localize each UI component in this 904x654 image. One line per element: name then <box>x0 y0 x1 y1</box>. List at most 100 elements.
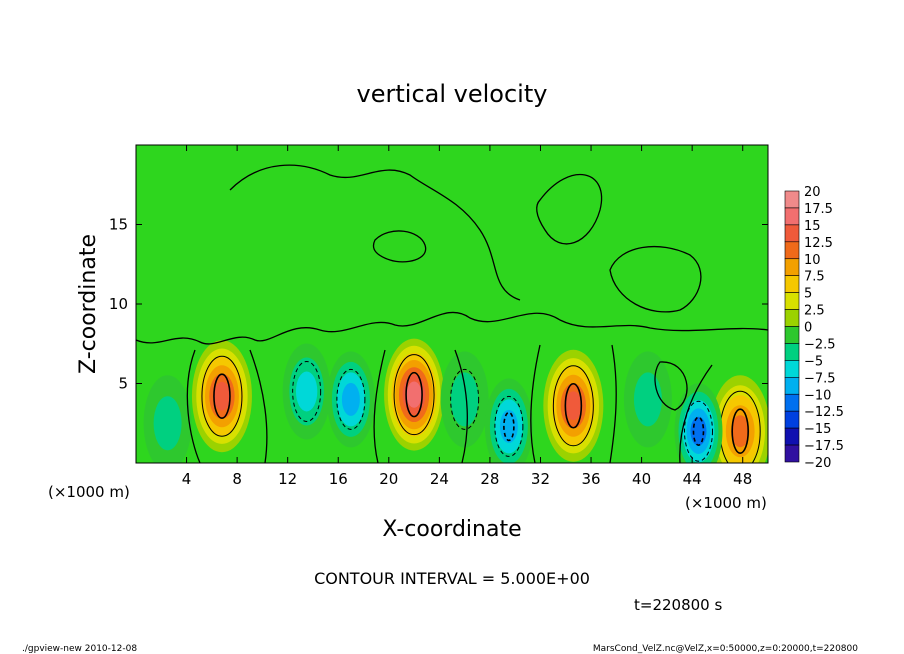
field-feature <box>484 378 533 463</box>
colorbar-label: 5 <box>804 287 812 302</box>
colorbar-swatch <box>784 207 800 226</box>
contour-zero-line <box>186 349 201 463</box>
x-unit-label: (×1000 m) <box>685 494 767 512</box>
contour-zero-line <box>609 344 617 463</box>
field-feature <box>710 375 768 463</box>
contour-zero-line <box>609 245 702 313</box>
field-level <box>295 371 318 412</box>
field-level <box>450 372 479 427</box>
colorbar-label: −5 <box>804 354 823 369</box>
contour-line <box>450 368 480 430</box>
plot-area <box>136 145 768 463</box>
colorbar-swatch <box>784 343 800 361</box>
contour-zero-line <box>373 349 386 463</box>
contour-line <box>201 355 243 437</box>
field-level <box>213 381 231 411</box>
contour-zero-line <box>654 361 688 411</box>
contour-interval-label: CONTOUR INTERVAL = 5.000E+00 <box>314 569 590 588</box>
colorbar-swatch <box>784 444 800 463</box>
x-tick-label: 24 <box>430 470 449 488</box>
colorbar-swatch <box>784 292 800 310</box>
contour-line <box>692 416 705 447</box>
y-unit-label: (×1000 m) <box>48 483 130 501</box>
field-level <box>153 396 182 451</box>
contour-line <box>393 354 435 436</box>
field-level <box>730 415 750 448</box>
field-feature <box>143 375 192 463</box>
x-tick-label: 36 <box>581 470 600 488</box>
field-level <box>633 372 662 427</box>
colorbar-swatch <box>784 393 800 412</box>
field-feature <box>623 351 672 448</box>
field-level <box>341 382 360 416</box>
contour-line <box>503 411 515 442</box>
y-axis: 5 10 15 <box>109 216 768 393</box>
colorbar-swatch <box>784 326 800 344</box>
colorbar-swatch <box>784 377 800 395</box>
colorbar-label: 7.5 <box>804 270 825 285</box>
contour-zero-line <box>372 230 427 263</box>
colorbar-label: −10 <box>804 388 831 403</box>
field-level <box>499 409 518 443</box>
x-tick-label: 48 <box>733 470 752 488</box>
contour-line <box>405 371 423 418</box>
contour-zero-line <box>229 164 521 301</box>
y-tick-label: 10 <box>109 295 128 313</box>
x-tick-label: 28 <box>480 470 499 488</box>
colorbar-label: −15 <box>804 422 831 437</box>
contour-zero-line <box>679 364 713 463</box>
y-tick-label: 5 <box>118 375 128 393</box>
x-tick-label: 40 <box>632 470 651 488</box>
colorbar-label: −20 <box>804 456 831 471</box>
contour-line <box>731 408 749 455</box>
contour-zero-line <box>454 349 468 463</box>
contour-zero-line <box>530 344 541 463</box>
colorbar-label: −12.5 <box>804 405 844 420</box>
x-tick-label: 4 <box>182 470 192 488</box>
contour-line <box>564 382 583 429</box>
colorbar-label: −2.5 <box>804 337 836 352</box>
field-feature <box>384 338 445 451</box>
x-tick-label: 12 <box>278 470 297 488</box>
x-axis: 4 8 12 16 20 24 28 32 36 40 44 48 <box>182 145 752 488</box>
colorbar: 20 17.5 15 12.5 10 7.5 5 2.5 0−2.5 −5 −7.5 −10 −12.5… <box>784 185 844 471</box>
colorbar-label: 12.5 <box>804 236 833 251</box>
colorbar-label: 0 <box>804 321 812 336</box>
colorbar-swatch <box>784 258 800 276</box>
y-axis-label: Z-coordinate <box>76 234 101 374</box>
colorbar-swatch <box>784 224 800 243</box>
field-level <box>406 381 422 408</box>
colorbar-swatch <box>784 275 800 293</box>
footer-left: ./gpview-new 2010-12-08 <box>22 644 137 654</box>
field-feature <box>440 351 489 448</box>
contour-zero-line <box>249 349 268 463</box>
colorbar-swatch <box>784 410 800 429</box>
x-axis-label: X-coordinate <box>382 517 521 542</box>
x-tick-label: 44 <box>683 470 702 488</box>
contour-line <box>494 395 524 457</box>
colorbar-swatch <box>784 241 800 260</box>
field-level <box>565 391 582 421</box>
x-tick-label: 32 <box>531 470 550 488</box>
contour-line <box>336 368 366 430</box>
x-tick-label: 8 <box>232 470 242 488</box>
field-feature <box>282 343 331 440</box>
x-tick-label: 20 <box>379 470 398 488</box>
colorbar-label: 20 <box>804 185 821 200</box>
contour-line <box>213 373 231 420</box>
field-feature <box>326 351 375 448</box>
contour-line <box>552 365 594 447</box>
x-tick-label: 16 <box>329 470 348 488</box>
colorbar-label: −7.5 <box>804 371 836 386</box>
footer-right: MarsCond_VelZ.nc@VelZ,x=0:50000,z=0:2000… <box>593 644 858 654</box>
contour-zero-line <box>136 311 768 345</box>
field-features <box>143 338 768 463</box>
time-label: t=220800 s <box>634 596 722 614</box>
colorbar-label: −17.5 <box>804 439 844 454</box>
field-feature <box>191 340 252 453</box>
contour-line <box>683 400 713 462</box>
contour-zero-line <box>536 173 603 245</box>
contour-lines <box>136 164 768 463</box>
colorbar-swatch <box>784 309 800 327</box>
